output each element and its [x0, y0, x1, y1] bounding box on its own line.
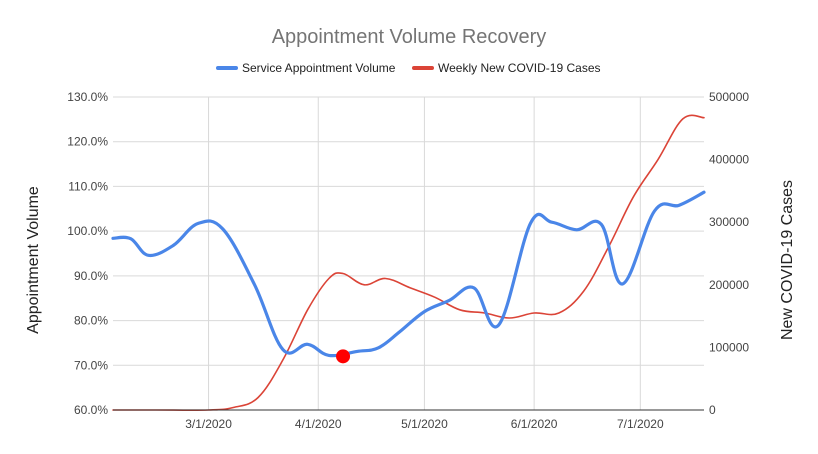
legend-item-covid-cases: Weekly New COVID-19 Cases [412, 61, 601, 75]
x-tick-label: 3/1/2020 [185, 417, 232, 431]
y-axis-right-title: New COVID-19 Cases [779, 180, 796, 340]
y-left-tick-label: 80.0% [74, 314, 108, 328]
y-left-tick-label: 90.0% [74, 269, 108, 283]
y-left-tick-label: 120.0% [67, 135, 108, 149]
series-layer [111, 114, 706, 412]
axes: 60.0% 70.0% 80.0% 90.0% 100.0% 110.0% 120.0% 13… [67, 90, 749, 431]
legend-label: Service Appointment Volume [242, 61, 396, 75]
y-left-tick-label: 100.0% [67, 224, 108, 238]
y-left-tick-label: 110.0% [68, 179, 108, 193]
x-tick-label: 7/1/2020 [617, 417, 664, 431]
x-tick-label: 5/1/2020 [401, 417, 448, 431]
x-tick-label: 6/1/2020 [511, 417, 558, 431]
y-axis-left-title: Appointment Volume [25, 186, 42, 334]
highlight-point [336, 349, 351, 364]
y-right-tick-label: 200000 [709, 278, 749, 292]
y-left-tick-label: 60.0% [74, 403, 108, 417]
chart-title: Appointment Volume Recovery [272, 26, 547, 48]
x-tick-label: 4/1/2020 [295, 417, 342, 431]
legend: Service Appointment Volume Weekly New COV… [216, 61, 601, 75]
series-line-appointment-volume [111, 190, 706, 358]
y-right-tick-label: 0 [709, 403, 716, 417]
gridlines [113, 96, 704, 410]
y-right-tick-label: 300000 [709, 215, 749, 229]
y-right-tick-label: 500000 [709, 90, 749, 104]
y-right-tick-label: 400000 [709, 153, 749, 167]
legend-label: Weekly New COVID-19 Cases [438, 61, 601, 75]
legend-item-appointment-volume: Service Appointment Volume [216, 61, 396, 75]
y-left-tick-label: 130.0% [67, 90, 108, 104]
series-line-covid-cases [112, 114, 705, 412]
y-right-tick-label: 100000 [709, 340, 749, 354]
y-left-tick-label: 70.0% [74, 358, 108, 372]
